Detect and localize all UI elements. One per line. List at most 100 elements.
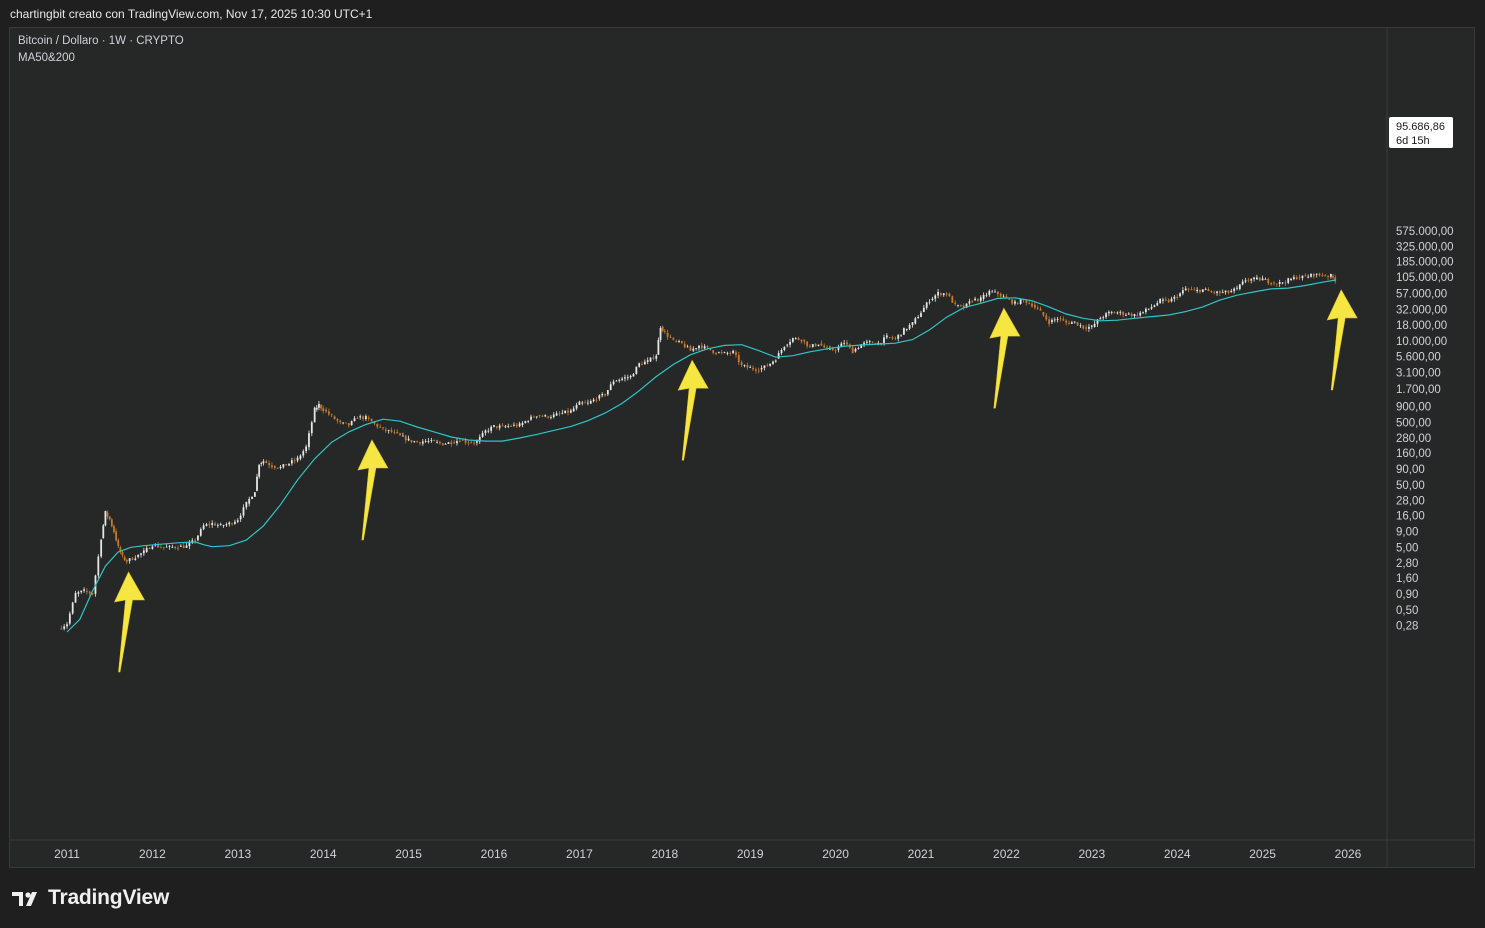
candle-body xyxy=(467,442,470,444)
candle-body xyxy=(100,539,103,557)
candle-body xyxy=(817,344,820,346)
candle-body xyxy=(1110,312,1113,314)
candle-body xyxy=(424,441,427,442)
time-tick-label: 2025 xyxy=(1249,847,1276,861)
chart-panel[interactable] xyxy=(9,27,1475,868)
candle-body xyxy=(441,443,444,446)
candle-body xyxy=(1133,314,1136,317)
candle-body xyxy=(894,338,897,340)
candle-body xyxy=(370,418,373,422)
candle-body xyxy=(1144,308,1147,313)
candle-body xyxy=(1179,293,1181,297)
candle-body xyxy=(595,399,598,401)
candle-body xyxy=(1253,277,1255,280)
price-tick-label: 18.000,00 xyxy=(1396,320,1447,332)
time-tick-label: 2018 xyxy=(651,847,678,861)
time-tick-label: 2016 xyxy=(481,847,508,861)
candle-body xyxy=(83,589,85,591)
candle-body xyxy=(686,346,689,348)
candle-body xyxy=(1008,298,1011,300)
candle-body xyxy=(315,407,318,410)
candle-body xyxy=(1324,275,1327,277)
candle-body xyxy=(638,363,641,367)
candle-body xyxy=(783,346,786,351)
candle-body xyxy=(703,346,706,349)
price-tick-label: 185.000,00 xyxy=(1396,257,1454,269)
candle-body xyxy=(1127,313,1130,315)
candle-body xyxy=(179,545,182,547)
candle-body xyxy=(1093,323,1096,327)
candle-body xyxy=(347,422,350,426)
candle-body xyxy=(646,360,649,362)
candle-body xyxy=(857,348,860,350)
candle-body xyxy=(1105,313,1107,318)
candle-body xyxy=(1315,273,1318,275)
candle-body xyxy=(384,429,387,431)
candle-body xyxy=(504,426,507,428)
candle-body xyxy=(550,416,552,418)
time-tick-label: 2023 xyxy=(1078,847,1105,861)
candle-body xyxy=(840,343,843,347)
candle-body xyxy=(1150,307,1153,309)
price-axis[interactable]: 575.000,00 325.000,00 185.000,00 105.000,00… xyxy=(1386,28,1454,868)
time-axis[interactable]: 2011 2012 2013 2014 2015 2016 2017 2018 2019 2020… xyxy=(10,839,1475,861)
price-tick-label: 105.000,00 xyxy=(1396,272,1454,284)
candle-body xyxy=(1334,277,1337,282)
candle-body xyxy=(1298,277,1301,279)
candle-body xyxy=(806,341,809,347)
candle-body xyxy=(811,344,814,348)
candle-body xyxy=(928,301,931,303)
candle-body xyxy=(80,590,83,593)
candle-body xyxy=(353,418,356,422)
candle-body xyxy=(168,545,171,547)
candle-body xyxy=(800,339,803,342)
symbol-title[interactable]: Bitcoin / Dollaro · 1W · CRYPTO xyxy=(18,35,184,47)
candle-body xyxy=(942,293,945,296)
candle-body xyxy=(1062,319,1065,321)
candle-body xyxy=(601,394,604,396)
candle-body xyxy=(1233,288,1236,292)
candle-body xyxy=(968,301,971,304)
candle-body xyxy=(123,556,126,560)
candle-body xyxy=(464,440,467,443)
price-tick-label: 32.000,00 xyxy=(1396,304,1447,316)
candle-body xyxy=(903,328,905,335)
candle-body xyxy=(931,298,934,301)
candle-body xyxy=(248,498,251,504)
candle-body xyxy=(868,341,871,342)
candle-body xyxy=(572,408,575,412)
candle-body xyxy=(962,305,965,309)
candle-body xyxy=(373,421,376,424)
candle-body xyxy=(202,525,205,530)
candle-body xyxy=(490,426,493,431)
candle-body xyxy=(629,375,632,378)
candle-body xyxy=(393,431,396,433)
candle-body xyxy=(1244,280,1247,282)
candle-body xyxy=(265,460,268,464)
candle-body xyxy=(1187,288,1190,290)
candle-body xyxy=(1164,299,1167,301)
indicator-legend[interactable]: MA50&200 xyxy=(18,52,75,64)
candle-body xyxy=(575,404,578,409)
candle-body xyxy=(709,348,712,351)
price-tick-label: 900,00 xyxy=(1396,401,1431,413)
candle-body xyxy=(994,291,996,293)
candle-body xyxy=(356,418,359,420)
candle-body xyxy=(1230,291,1233,293)
candle-body xyxy=(285,464,288,466)
candle-body xyxy=(1204,289,1207,291)
candle-body xyxy=(128,558,131,562)
price-tick-label: 5.600,00 xyxy=(1396,352,1441,364)
candle-body xyxy=(809,346,811,347)
candle-body xyxy=(1330,274,1332,277)
candle-body xyxy=(532,416,535,418)
candle-body xyxy=(740,362,743,366)
candle-body xyxy=(1301,275,1304,279)
tradingview-logo[interactable]: TradingView xyxy=(12,885,169,911)
last-price-label: 95.686,86 6d 15h xyxy=(1389,117,1453,148)
candle-body xyxy=(279,466,282,469)
candle-body xyxy=(672,337,675,340)
candle-body xyxy=(322,408,325,411)
candle-body xyxy=(900,334,902,336)
